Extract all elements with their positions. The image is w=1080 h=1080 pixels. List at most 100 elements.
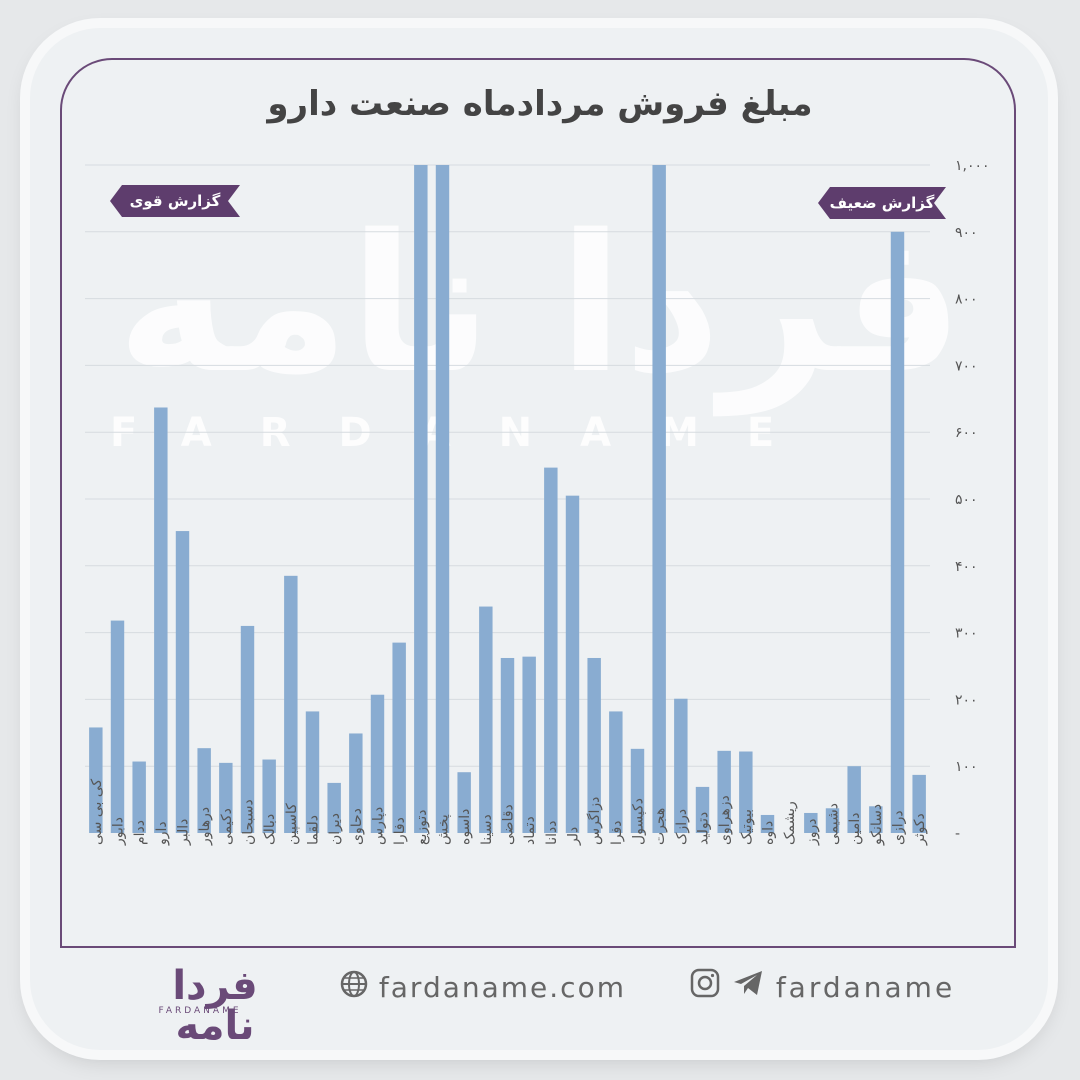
bar — [890, 231, 905, 834]
y-tick-label: ۱,۰۰۰ — [955, 158, 990, 174]
bar — [847, 766, 861, 833]
bar — [175, 531, 190, 833]
bar — [435, 165, 450, 833]
y-tick-label: ۴۰۰ — [955, 559, 978, 575]
bar — [869, 806, 883, 833]
x-tick-label: دامین — [847, 812, 863, 845]
x-tick-label: درازی — [891, 810, 907, 845]
x-tick-label: دفرا — [609, 820, 625, 845]
y-tick-label: ۶۰۰ — [955, 425, 978, 441]
bar — [674, 698, 688, 833]
x-tick-label: دشیمی — [826, 803, 842, 845]
bar — [522, 656, 536, 833]
bar — [349, 733, 363, 833]
x-tick-label: درهاور — [197, 807, 213, 846]
x-tick-label: هجرت — [652, 808, 668, 845]
bar — [760, 814, 775, 833]
x-tick-label: دحاوی — [349, 808, 365, 845]
x-tick-label: دکپسول — [631, 798, 647, 845]
bar — [479, 606, 493, 833]
x-tick-label: کی بی سی — [89, 778, 105, 845]
y-tick-label: ۷۰۰ — [955, 358, 978, 374]
x-tick-label: دکوثر — [912, 813, 928, 846]
chart-title: مبلغ فروش مردادماه صنعت دارو — [267, 84, 813, 124]
x-tick-label: درازک — [674, 809, 690, 845]
x-tick-label: دتولید — [696, 812, 712, 845]
y-tick-label: ۳۰۰ — [955, 626, 978, 642]
x-tick-label: دارو — [154, 821, 170, 846]
x-tick-label: دسبحان — [241, 799, 257, 845]
instagram-icon — [690, 961, 720, 1017]
footer-logo-sub: FARDANAME — [158, 1006, 242, 1016]
bar — [89, 727, 103, 833]
x-tick-label: دابور — [111, 817, 127, 846]
y-tick-label: ۲۰۰ — [955, 692, 978, 708]
telegram-icon — [732, 961, 764, 1017]
x-tick-label: بیوتیک — [739, 809, 755, 845]
y-tick-label: ۱۰۰ — [955, 759, 978, 775]
bar — [804, 812, 818, 833]
bar — [240, 625, 255, 833]
x-tick-label: دزهراوی — [717, 795, 733, 845]
bar — [739, 751, 753, 833]
y-tick-label: - — [955, 826, 960, 842]
x-tick-label: دیران — [327, 813, 343, 845]
bar — [262, 759, 276, 833]
chart-frame — [60, 58, 1016, 948]
x-tick-label: دبالک — [262, 814, 278, 845]
x-tick-label: ریشمک — [782, 801, 798, 845]
bar — [154, 407, 168, 833]
y-tick-label: ۵۰۰ — [955, 492, 978, 508]
x-tick-label: ددام — [132, 820, 148, 845]
bar — [284, 575, 298, 833]
x-tick-label: پخش — [436, 814, 452, 845]
x-tick-label: دقاضی — [501, 804, 517, 845]
x-tick-label: دلر — [566, 827, 582, 846]
weak-report-ribbon: گزارش ضعیف — [818, 187, 946, 219]
x-tick-label: داسوه — [457, 809, 473, 845]
x-tick-label: دپارس — [371, 807, 387, 845]
bar — [587, 657, 601, 833]
footer-divider — [60, 946, 1016, 948]
bar — [609, 711, 623, 833]
bar — [630, 748, 645, 833]
globe-icon — [340, 961, 368, 1017]
bar — [695, 786, 710, 833]
bar — [219, 762, 233, 833]
x-tick-label: دسینا — [479, 814, 495, 845]
footer-logo: فردا نامه — [172, 963, 258, 1049]
strong-report-ribbon: گزارش قوی — [110, 185, 240, 217]
x-tick-label: دلقما — [306, 815, 322, 845]
x-tick-label: دتماد — [522, 816, 538, 845]
website-link[interactable]: fardaname.com — [340, 960, 626, 1020]
x-tick-label: کاسپین — [284, 803, 300, 845]
watermark-logo: فردا نامه — [116, 194, 964, 415]
x-tick-label: دتوزیع — [414, 810, 430, 845]
bar — [327, 782, 341, 833]
x-tick-label: داوه — [761, 821, 777, 845]
x-tick-label: دکیمی — [219, 808, 235, 845]
website-text: fardaname.com — [378, 971, 626, 1004]
bar — [652, 165, 666, 833]
social-handle[interactable]: fardaname — [690, 960, 955, 1020]
bar — [197, 748, 211, 833]
bar — [565, 495, 580, 833]
bar — [392, 642, 406, 833]
x-tick-label: دفارا — [392, 817, 408, 845]
y-tick-label: ۹۰۰ — [955, 225, 978, 241]
social-handle-text: fardaname — [775, 971, 956, 1004]
bar — [305, 711, 320, 833]
bar — [370, 694, 385, 833]
x-tick-label: دروز — [804, 818, 820, 846]
bar — [717, 750, 731, 833]
x-tick-label: دسانکو — [869, 804, 885, 846]
bar — [825, 808, 840, 833]
x-tick-label: ددانا — [544, 820, 560, 845]
bar — [500, 657, 515, 833]
bar — [912, 774, 926, 833]
bar — [457, 772, 471, 833]
x-tick-label: دزاگرس — [586, 797, 603, 845]
bar — [544, 467, 558, 833]
y-tick-label: ۸۰۰ — [955, 292, 978, 308]
